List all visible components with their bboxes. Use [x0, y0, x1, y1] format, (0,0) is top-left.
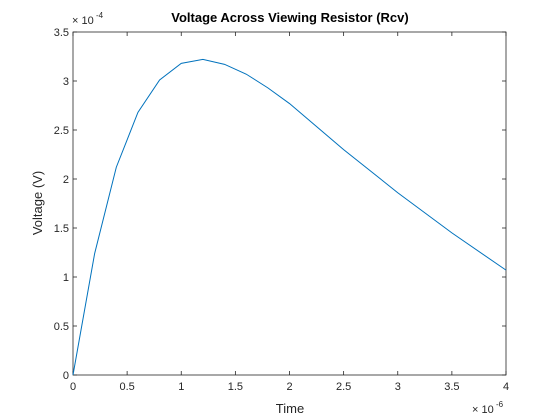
x-axis-label: Time	[276, 401, 304, 416]
series-line	[72, 58, 507, 376]
x-tick-label: 2.5	[336, 381, 351, 393]
y-axis-label: Voltage (V)	[30, 171, 45, 235]
y-tick-label: 1.5	[54, 223, 69, 235]
y-tick-label: 2.5	[54, 125, 69, 137]
x-tick-label: 4	[503, 381, 509, 393]
plot-area	[72, 31, 507, 376]
x-tick-label: 1.5	[228, 381, 243, 393]
x-tick-label: 2	[286, 381, 292, 393]
y-tick-label: 1	[63, 272, 69, 284]
x-tick-label: 3	[395, 381, 401, 393]
y-axis-ticks: 0 0.5 1 1.5 2 2.5 3 3.5	[54, 27, 506, 382]
y-tick-label: 3	[63, 76, 69, 88]
x-multiplier: × 10 -6	[472, 400, 504, 416]
x-tick-label: 0	[70, 381, 76, 393]
x-tick-label: 0.5	[119, 381, 134, 393]
y-tick-label: 0.5	[54, 321, 69, 333]
y-tick-label: 0	[63, 370, 69, 382]
chart-title: Voltage Across Viewing Resistor (Rcv)	[171, 10, 408, 25]
x-multiplier-exponent: -6	[496, 400, 504, 409]
series-layer	[72, 58, 507, 376]
y-tick-label: 2	[63, 174, 69, 186]
x-tick-label: 3.5	[444, 381, 459, 393]
y-multiplier: × 10 -4	[72, 11, 104, 27]
x-multiplier-base: × 10	[472, 404, 494, 416]
y-multiplier-base: × 10	[72, 15, 94, 27]
y-tick-label: 3.5	[54, 27, 69, 39]
x-axis-ticks: 0 0.5 1 1.5 2 2.5 3 3.5 4	[70, 32, 509, 393]
y-multiplier-exponent: -4	[96, 11, 104, 20]
x-tick-label: 1	[178, 381, 184, 393]
